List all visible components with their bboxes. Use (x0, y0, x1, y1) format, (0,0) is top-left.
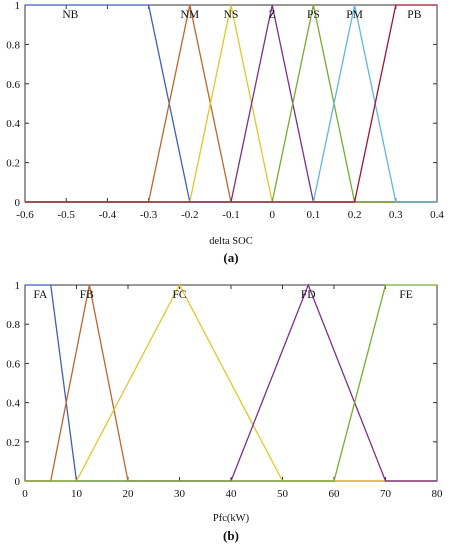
mf-label-ns: NS (224, 9, 239, 21)
y-tick-label: 1 (15, 280, 21, 292)
x-tick-label: 0.4 (430, 209, 444, 221)
mf-label-nm: NM (181, 9, 200, 21)
x-tick-label: 60 (329, 488, 341, 500)
x-tick-label: 0 (269, 209, 275, 221)
x-tick-label: 40 (226, 488, 238, 500)
y-tick-label: 0 (15, 476, 21, 488)
panel-caption: (a) (223, 250, 238, 265)
x-tick-label: 0.3 (389, 209, 403, 221)
y-tick-label: 0.6 (6, 79, 20, 91)
mf-label-nb: NB (62, 9, 78, 21)
mf-label-ps: PS (307, 9, 320, 21)
y-tick-label: 0.8 (6, 39, 20, 51)
x-tick-label: 70 (380, 488, 392, 500)
x-axis-label: Pfc(kW) (213, 513, 250, 524)
x-tick-label: -0.4 (99, 209, 117, 221)
y-tick-label: 0.8 (6, 319, 20, 331)
y-tick-label: 1 (15, 0, 21, 12)
x-tick-label: 50 (277, 488, 289, 500)
x-tick-label: 10 (71, 488, 83, 500)
y-tick-label: 0.2 (6, 158, 20, 170)
mf-label-fc: FC (172, 289, 186, 301)
x-tick-label: -0.6 (16, 209, 34, 221)
y-tick-label: 0 (15, 197, 21, 209)
y-tick-label: 0.6 (6, 358, 20, 370)
x-tick-label: 30 (174, 488, 186, 500)
mf-label-pb: PB (407, 9, 421, 21)
x-tick-label: 0.2 (348, 209, 362, 221)
series-line-pb (25, 4, 437, 203)
mf-label-fe: FE (399, 289, 412, 301)
x-tick-label: 20 (123, 488, 135, 500)
x-tick-label: -0.2 (181, 209, 198, 221)
mf-label-fb: FB (80, 289, 94, 301)
series-line-fe (25, 284, 437, 482)
chart-panel-a: -0.6 -0.5 -0.4 -0.3 -0.2 -0.1 0 0.1 0.2 0.3 0.4 0 0.… (6, 0, 444, 265)
chart-panel-b: 0 10 20 30 40 50 60 70 80 0 0.2 0.4 0.6 0.8 1 FA FB FC FD F… (6, 280, 443, 543)
x-tick-label: 80 (432, 488, 444, 500)
mf-label-fa: FA (34, 289, 49, 301)
x-tick-label: -0.3 (140, 209, 158, 221)
x-tick-label: -0.5 (57, 209, 75, 221)
y-tick-label: 0.2 (6, 437, 20, 449)
y-tick-label: 0.4 (6, 118, 20, 130)
panel-caption: (b) (223, 528, 239, 543)
x-axis-label: delta SOC (209, 236, 252, 247)
y-tick-label: 0.4 (6, 398, 20, 410)
x-tick-label: 0 (22, 488, 28, 500)
mf-label-pm: PM (346, 9, 363, 21)
x-tick-label: -0.1 (222, 209, 239, 221)
mf-label-z: Z (269, 9, 276, 21)
mf-label-fd: FD (301, 289, 316, 301)
series-line-fc (25, 283, 437, 482)
x-tick-label: 0.1 (307, 209, 321, 221)
